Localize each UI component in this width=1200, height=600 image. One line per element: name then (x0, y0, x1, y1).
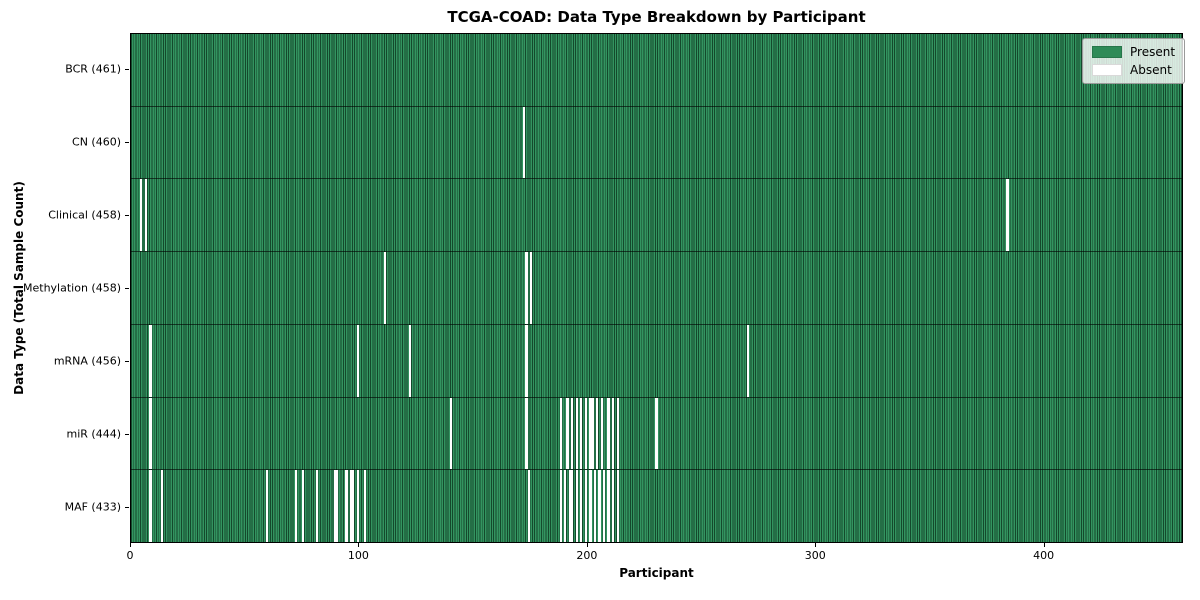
absent-gap (575, 397, 578, 470)
absent-gap (523, 106, 526, 179)
absent-gap (527, 470, 530, 543)
absent-gap (571, 397, 574, 470)
absent-gap (598, 470, 601, 543)
y-tick-label-mrna: mRNA (456) (53, 354, 121, 368)
heatmap-row-clinical (131, 179, 1182, 253)
absent-gap (336, 470, 339, 543)
absent-gap (655, 397, 658, 470)
x-tick (586, 543, 588, 547)
y-tick-label-bcr: BCR (461) (65, 62, 121, 76)
y-tick (125, 69, 129, 71)
heatmap-row-cn (131, 106, 1182, 180)
absent-gap (616, 397, 619, 470)
absent-gap (356, 470, 359, 543)
absent-gap (450, 397, 453, 470)
y-tick (125, 433, 129, 435)
absent-gap (140, 179, 143, 252)
absent-gap (616, 470, 619, 543)
heatmap-row-mrna (131, 324, 1182, 398)
legend-label-present: Present (1130, 45, 1176, 59)
absent-gap (301, 470, 305, 543)
x-tick (130, 543, 131, 547)
absent-gap (295, 470, 298, 543)
x-tick (358, 543, 360, 547)
absent-gap (580, 470, 583, 543)
absent-gap (409, 324, 412, 397)
absent-gap (596, 397, 599, 470)
absent-gap (589, 397, 592, 470)
absent-gap (315, 470, 318, 543)
absent-gap (384, 252, 387, 324)
heatmap-row-maf (131, 470, 1182, 543)
x-axis-label: Participant (619, 566, 694, 580)
absent-gap (589, 470, 592, 543)
absent-gap (584, 470, 587, 543)
absent-gap (525, 324, 528, 397)
y-tick-label-methylation: Methylation (458) (23, 281, 121, 295)
x-tick-label: 0 (126, 549, 134, 562)
legend-item-absent: Absent (1092, 63, 1175, 77)
absent-gap (144, 179, 147, 252)
absent-gap (607, 397, 610, 470)
heatmap-row-bcr (131, 34, 1182, 107)
absent-gap (568, 470, 571, 543)
absent-gap (349, 470, 353, 543)
y-tick-label-clinical: Clinical (458) (48, 208, 121, 222)
absent-gap (564, 470, 567, 543)
absent-gap (602, 470, 606, 543)
y-tick (125, 506, 129, 508)
absent-gap (149, 470, 152, 543)
absent-gap (525, 397, 528, 470)
absent-gap (746, 324, 749, 397)
legend-swatch-present-icon (1092, 46, 1122, 58)
chart-title: TCGA-COAD: Data Type Breakdown by Partic… (447, 8, 866, 26)
absent-gap (571, 470, 574, 543)
absent-gap (149, 397, 152, 470)
y-tick-label-mir: miR (444) (66, 427, 122, 441)
absent-gap (593, 470, 597, 543)
absent-gap (149, 324, 152, 397)
absent-gap (566, 397, 569, 470)
absent-gap (600, 397, 603, 470)
absent-gap (529, 252, 533, 324)
y-tick (125, 288, 129, 289)
heatmap-row-mir (131, 397, 1182, 471)
legend-label-absent: Absent (1130, 63, 1172, 77)
y-tick (125, 215, 129, 217)
absent-gap (265, 470, 268, 543)
legend: Present Absent (1082, 38, 1186, 84)
absent-gap (584, 397, 587, 470)
plot-area (130, 33, 1183, 543)
absent-gap (356, 324, 359, 397)
y-tick-label-maf: MAF (433) (64, 500, 121, 514)
x-tick-label: 200 (576, 549, 598, 562)
absent-gap (612, 397, 615, 470)
absent-gap (591, 397, 594, 470)
absent-gap (580, 397, 583, 470)
absent-gap (363, 470, 366, 543)
x-tick-label: 300 (804, 549, 826, 562)
y-tick (125, 360, 129, 362)
legend-item-present: Present (1092, 45, 1175, 59)
absent-gap (559, 470, 562, 543)
x-tick-label: 400 (1033, 549, 1055, 562)
absent-gap (333, 470, 337, 543)
y-tick-label-cn: CN (460) (72, 135, 121, 149)
y-tick (125, 142, 129, 144)
absent-gap (352, 470, 355, 543)
absent-gap (160, 470, 163, 543)
legend-swatch-absent-icon (1092, 64, 1122, 76)
absent-gap (607, 470, 610, 543)
x-tick-label: 100 (347, 549, 369, 562)
absent-gap (525, 252, 528, 324)
absent-gap (612, 470, 615, 543)
x-tick (1043, 543, 1045, 547)
absent-gap (345, 470, 348, 543)
heatmap-row-methylation (131, 252, 1182, 325)
absent-gap (575, 470, 578, 543)
absent-gap (1006, 179, 1009, 252)
x-tick (815, 543, 817, 547)
absent-gap (559, 397, 562, 470)
